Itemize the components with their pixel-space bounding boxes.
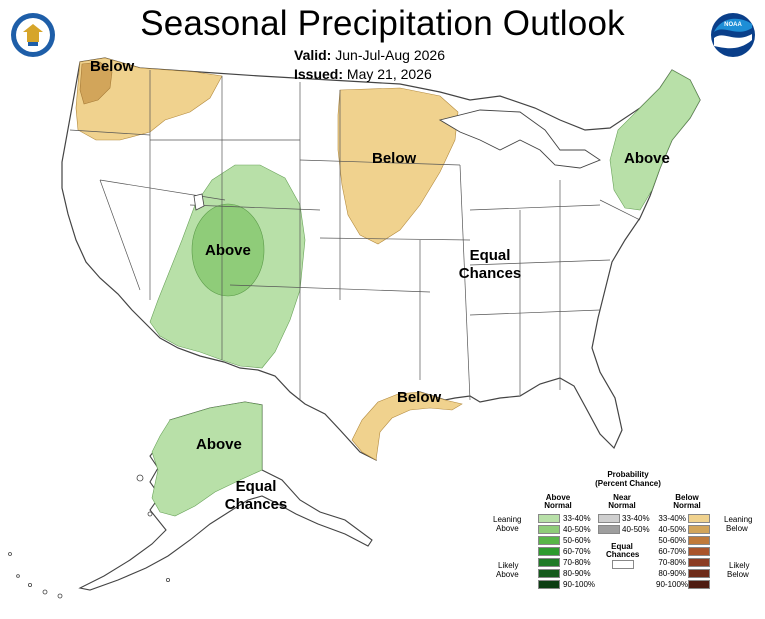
issued-value: May 21, 2026	[346, 66, 432, 82]
legend-col-above-2: Normal	[544, 501, 572, 510]
legend-below-label-4: 70-80%	[658, 558, 686, 567]
nw-below-area	[75, 57, 223, 141]
aleutian-islands	[8, 474, 170, 599]
legend-below-label-0: 33-40%	[658, 514, 686, 523]
legend-above-label-0: 33-40%	[563, 514, 591, 523]
legend-below-swatch-1	[688, 525, 710, 534]
legend-leaning-below-1: Leaning	[724, 515, 753, 524]
legend-above-swatch-2	[538, 536, 560, 545]
svg-text:NOAA: NOAA	[724, 22, 742, 28]
legend-below-label-5: 80-90%	[658, 569, 686, 578]
issued-line: Issued: May 21, 2026	[294, 66, 432, 82]
legend-swatch-equal	[612, 560, 634, 569]
legend-below-swatch-6	[688, 580, 710, 589]
doc-seal-icon	[11, 13, 55, 57]
legend-above-swatch-6	[538, 580, 560, 589]
legend-likely-above-2: Above	[496, 570, 519, 579]
legend-above-swatch-1	[538, 525, 560, 534]
legend-likely-below-2: Below	[727, 570, 749, 579]
legend-below-label-1: 40-50%	[658, 525, 686, 534]
legend-title-2: (Percent Chance)	[595, 479, 661, 488]
legend-below-label-3: 60-70%	[658, 547, 686, 556]
legend-leaning-above-2: Above	[496, 524, 519, 533]
legend-equal-2: Chances	[606, 550, 640, 559]
legend-above-swatch-5	[538, 569, 560, 578]
label-sw-above: Above	[205, 242, 251, 259]
legend-leaning-above-1: Leaning	[493, 515, 522, 524]
label-ne-above: Above	[624, 150, 670, 167]
legend-col-near-1: Near	[613, 493, 631, 502]
legend-below-swatch-0	[688, 514, 710, 523]
valid-line: Valid: Jun-Jul-Aug 2026	[294, 47, 445, 63]
legend-title-1: Probability	[607, 470, 649, 479]
legend-below-label-2: 50-60%	[658, 536, 686, 545]
issued-label: Issued:	[294, 66, 344, 82]
great-salt-lake	[193, 193, 205, 211]
legend-above-label-5: 80-90%	[563, 569, 591, 578]
legend-below-label-6: 90-100%	[656, 580, 689, 589]
legend-below-swatch-5	[688, 569, 710, 578]
plains-below-area	[337, 87, 459, 245]
legend-col-below-2: Normal	[673, 501, 701, 510]
legend-near-swatch-1	[598, 525, 620, 534]
legend-near-label-1: 40-50%	[622, 525, 650, 534]
label-ak-above: Above	[196, 436, 242, 453]
noaa-logo-icon: NOAA	[711, 13, 755, 57]
page-title: Seasonal Precipitation Outlook	[140, 4, 625, 43]
sw-above-core	[191, 203, 265, 297]
legend-leaning-below-2: Below	[726, 524, 748, 533]
legend-above-swatch-0	[538, 514, 560, 523]
legend-col-below-1: Below	[675, 493, 699, 502]
label-equal-chances-2: Chances	[458, 265, 522, 282]
legend-above-swatch-3	[538, 547, 560, 556]
legend-near-label-0: 33-40%	[622, 514, 650, 523]
great-lakes	[438, 109, 601, 169]
valid-label: Valid:	[294, 47, 332, 63]
legend-equal-1: Equal	[611, 542, 633, 551]
label-ak-equal-2: Chances	[224, 496, 288, 513]
legend-above-swatch-4	[538, 558, 560, 567]
legend-above-label-1: 40-50%	[563, 525, 591, 534]
ne-above-area	[609, 69, 701, 211]
gulf-below-area	[351, 391, 463, 461]
state-boundaries	[69, 70, 641, 401]
label-gulf-below: Below	[397, 389, 442, 406]
legend-col-above-1: Above	[545, 493, 571, 502]
ak-above-area	[151, 401, 263, 517]
legend-above-label-3: 60-70%	[563, 547, 591, 556]
label-equal-chances-1: Equal	[469, 247, 511, 264]
label-plains-below: Below	[372, 150, 417, 167]
label-equal-chances: Equal Chances	[450, 247, 530, 283]
legend-below-swatch-4	[688, 558, 710, 567]
legend-above-label-6: 90-100%	[563, 580, 596, 589]
valid-value: Jun-Jul-Aug 2026	[335, 47, 445, 63]
nw-below-core	[79, 61, 113, 105]
legend-likely-below-1: Likely	[729, 561, 750, 570]
legend-below-swatch-2	[688, 536, 710, 545]
legend-below-swatch-3	[688, 547, 710, 556]
label-ak-equal-chances: Equal Chances	[216, 478, 296, 514]
legend-col-near-2: Normal	[608, 501, 636, 510]
label-nw-below: Below	[90, 58, 135, 75]
legend-near-swatch-0	[598, 514, 620, 523]
legend-likely-above-1: Likely	[498, 561, 519, 570]
label-ak-equal-1: Equal	[235, 478, 277, 495]
legend-above-label-4: 70-80%	[563, 558, 591, 567]
legend-above-label-2: 50-60%	[563, 536, 591, 545]
